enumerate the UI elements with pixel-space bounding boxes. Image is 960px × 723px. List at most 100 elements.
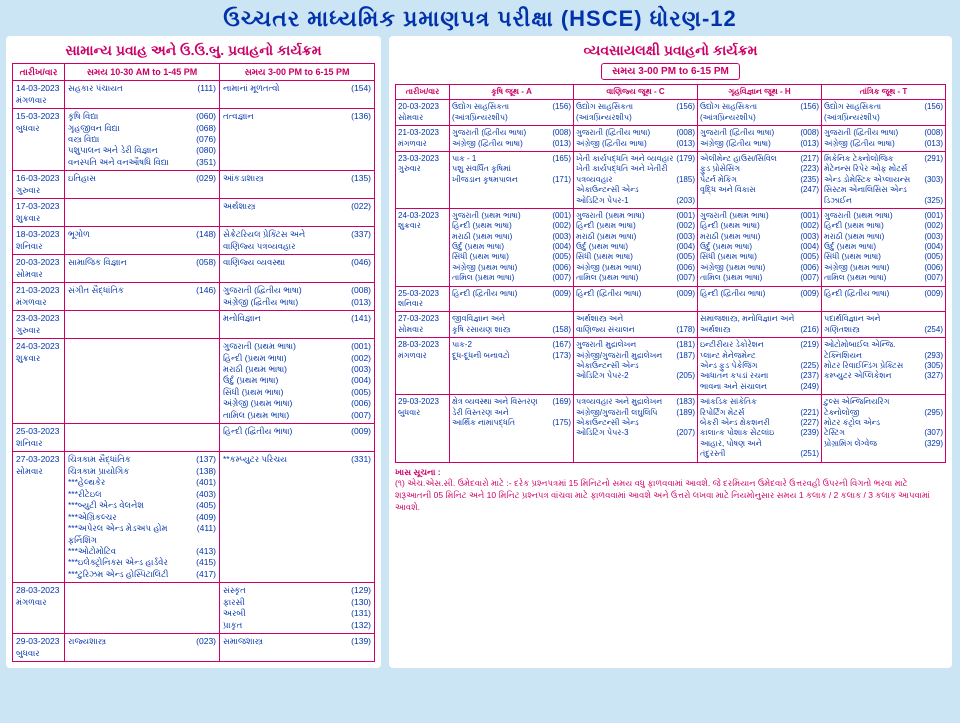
subject-row: મરાઠી (પ્રથમ ભાષા)(003)	[824, 232, 943, 242]
subject-code: (058)	[196, 257, 216, 268]
subject-cell: **કમ્પ્યુટર પરિચય(331)	[220, 452, 375, 583]
subject-code: (001)	[800, 211, 819, 221]
subject-row: ટેક્નિશિયન(293)	[824, 351, 943, 361]
table-row: 14-03-2023મંગળવારસહકાર પંચાયત(111)નામાના…	[13, 81, 375, 109]
subject-row: ટેક્નોલોજી(295)	[824, 408, 943, 418]
col-date-r: તારીખ/વાર	[396, 85, 450, 100]
subject-name: સિંધી (પ્રથમ ભાષા)	[824, 252, 881, 262]
date-cell: 29-03-2023બુધવાર	[396, 395, 450, 462]
date-cell: 23-03-2023ગુરુવાર	[396, 151, 450, 208]
time-badge: સમય 3-00 PM to 6-15 PM	[601, 63, 740, 80]
table-row: 18-03-2023શનિવારભૂગોળ(148)સેક્રેટરિયલ પ્…	[13, 227, 375, 255]
subject-name: ખેતી કાર્યપદ્ધતિ અને ખેતીરી	[576, 164, 668, 174]
subject-name: ઉર્દુ (પ્રથમ ભાષા)	[223, 375, 278, 386]
subject-row: ઉર્દુ (પ્રથમ ભાષા)(004)	[824, 242, 943, 252]
subject-code: (401)	[196, 477, 216, 488]
subject-code: (156)	[800, 102, 819, 112]
subject-cell: સામાજિક વિજ્ઞાન(058)	[65, 255, 220, 283]
subject-name: વસ્ત્ર વિદ્યા	[68, 134, 99, 145]
subject-code: (013)	[924, 139, 943, 149]
subject-name: કૃષિ રસાયણ શાસ્ત્ર	[452, 325, 511, 335]
subject-name: અંગ્રેજી (દ્વિતીય ભાષા)	[223, 297, 298, 308]
time-badge-wrap: સમય 3-00 PM to 6-15 PM	[395, 63, 946, 84]
subject-row: બેકરી એન્ડ ક્ષેકશનરી(227)	[700, 418, 819, 428]
table-row: 20-03-2023સોમવારસામાજિક વિજ્ઞાન(058)વાણિ…	[13, 255, 375, 283]
subject-name: ગુજરાતી (દ્વિતીય ભાષા)	[223, 285, 302, 296]
subject-row: સામાજિક વિજ્ઞાન(058)	[68, 257, 216, 268]
subject-name: અર્થશાસ્ત્ર અને	[576, 314, 623, 324]
date-cell: 17-03-2023શુક્રવાર	[13, 199, 65, 227]
subject-code: (005)	[552, 252, 571, 262]
subject-code: (009)	[676, 289, 695, 299]
subject-cell: સંગીત સૈદ્ધાંતિક(146)	[65, 283, 220, 311]
subject-name: રિપોર્ટિંગ મેટર્સ	[700, 408, 744, 418]
subject-row: ચિત્રકામ સૈદ્ધાંતિક(137)	[68, 454, 216, 465]
subject-row: આર્થિક નામાપદ્ધતિ(175)	[452, 418, 571, 428]
vocational-stream-title: વ્યવસાયલક્ષી પ્રવાહનો કાર્યક્રમ	[395, 42, 946, 59]
subject-code: (076)	[196, 134, 216, 145]
subject-row: અંગ્રેજી (પ્રથમ ભાષા)(006)	[223, 398, 371, 409]
subject-name: એન્ડ ડોમેસ્ટિક એપ્લાયન્સ	[824, 175, 910, 185]
table-row: 28-03-2023મંગળવારપાક-2(167)દૂધ-દૂધની બના…	[396, 338, 946, 395]
subject-code: (171)	[552, 175, 571, 185]
subject-name: હિન્દી (પ્રથમ ભાષા)	[576, 221, 636, 231]
subject-name: સિંધી (પ્રથમ ભાષા)	[223, 387, 283, 398]
col-group-t: તાંત્રિક જૂથ - T	[822, 85, 946, 100]
subject-name: નામાનાં મૂળતત્વો	[223, 83, 280, 94]
subject-row: તામિલ (પ્રથમ ભાષા)(007)	[824, 273, 943, 283]
subject-row: વાણિજ્ય સંચાલન(178)	[576, 325, 695, 335]
subject-code: (351)	[196, 157, 216, 168]
subject-row: ગુજરાતી (દ્વિતીય ભાષા)(008)	[452, 128, 571, 138]
subject-code: (141)	[351, 313, 371, 324]
subject-name: આર્થિક નામાપદ્ધતિ	[452, 418, 515, 428]
subject-name: ઉર્દુ (પ્રથમ ભાષા)	[576, 242, 628, 252]
subject-name: ડિઝાઈન	[824, 196, 852, 206]
subject-code: (004)	[800, 242, 819, 252]
date-cell: 15-03-2023બુધવાર	[13, 109, 65, 171]
subject-name: હિન્દી (દ્વિતીય ભાષા)	[700, 289, 765, 299]
subject-row: ***રીટેઇલ(403)	[68, 489, 216, 500]
subject-name: પેટર્ન મેકિંગ	[700, 175, 737, 185]
subject-cell: અર્થશાસ્ત્ર અનેવાણિજ્ય સંચાલન(178)	[574, 312, 698, 338]
subject-row: ખેતી કાર્યપદ્ધતિ અને વ્યવહાર(179)	[576, 154, 695, 164]
subject-row: મરાઠી (પ્રથમ ભાષા)(003)	[700, 232, 819, 242]
subject-code: (008)	[552, 128, 571, 138]
subject-row: કમ્પ્યુટર એપ્લિકેશન(327)	[824, 371, 943, 381]
subject-cell: નામાનાં મૂળતત્વો(154)	[220, 81, 375, 109]
subject-name: આહાર, પોષણ અને	[700, 439, 762, 449]
subject-row: ગુજરાતી (પ્રથમ ભાષા)(001)	[576, 211, 695, 221]
subject-cell: ગુજરાતી (દ્વિતીય ભાષા)(008)અંગ્રેજી (દ્વ…	[698, 126, 822, 152]
subject-name: અર્થશાસ્ત્ર	[700, 325, 731, 335]
subject-row: સંગીત સૈદ્ધાંતિક(146)	[68, 285, 216, 296]
subject-row: ઓટોમોબાઈલ એન્જિ.	[824, 340, 943, 350]
subject-cell: ગુજરાતી (દ્વિતીય ભાષા)(008)અંગ્રેજી (દ્વ…	[574, 126, 698, 152]
subject-row: હિન્દી (દ્વિતીય ભાષા)(009)	[824, 289, 943, 299]
subject-code: (003)	[351, 364, 371, 375]
subject-row: કૃષિ રસાયણ શાસ્ત્ર(158)	[452, 325, 571, 335]
subject-row: **કમ્પ્યુટર પરિચય(331)	[223, 454, 371, 465]
subject-name: વૃદ્ધિ અને વિકાસ	[700, 185, 756, 195]
subject-name: અંગ્રેજી (દ્વિતીય ભાષા)	[576, 139, 647, 149]
subject-code: (001)	[351, 341, 371, 352]
subject-name: પત્રવ્યવહાર	[576, 175, 613, 185]
subject-name: કૃષિ વિદ્યા	[68, 111, 98, 122]
subject-name: અંગ્રેજી (પ્રથમ ભાષા)	[824, 263, 889, 273]
subject-row: અંગ્રેજી (પ્રથમ ભાષા)(006)	[452, 263, 571, 273]
subject-name: ખેતી કાર્યપદ્ધતિ અને વ્યવહાર	[576, 154, 673, 164]
subject-row: મોટર કંટ્રોલ એન્ડ	[824, 418, 943, 428]
subject-code: (305)	[924, 361, 943, 371]
subject-row: ભાવના અને સંચાલન(249)	[700, 382, 819, 392]
subject-code: (331)	[351, 454, 371, 465]
subject-name: ***ઇલેક્ટ્રોનિક્સ એન્ડ હાર્ડવેર	[68, 557, 168, 568]
subject-code: (002)	[676, 221, 695, 231]
subject-row: ઓડિટિંગ પેપર-2(205)	[576, 371, 695, 381]
subject-row: ખીજડાન કૃષમપાલન(171)	[452, 175, 571, 185]
subject-row: ડેરી વિસ્તરણ અને	[452, 408, 571, 418]
date-cell: 21-03-2023મંગળવાર	[13, 283, 65, 311]
subject-code: (005)	[351, 387, 371, 398]
subject-name: ઉદ્યોગ સાહસિકતા	[700, 102, 757, 112]
subject-code: (221)	[800, 408, 819, 418]
subject-cell: મિકેનિક ટેક્નોલોજિક(291)મેટેનન્સ રિપેર ઓ…	[822, 151, 946, 208]
subject-row: (આંત્રપ્રિન્યરશીપ)	[700, 113, 819, 123]
subject-code: (237)	[800, 371, 819, 381]
